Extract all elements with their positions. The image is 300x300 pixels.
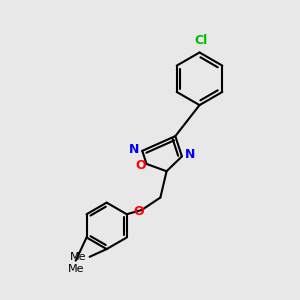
Text: N: N xyxy=(184,148,195,161)
Text: O: O xyxy=(134,205,144,218)
Text: Cl: Cl xyxy=(194,34,208,47)
Text: N: N xyxy=(129,143,140,156)
Text: Me: Me xyxy=(70,252,86,262)
Text: O: O xyxy=(136,159,146,172)
Text: Me: Me xyxy=(68,264,84,274)
